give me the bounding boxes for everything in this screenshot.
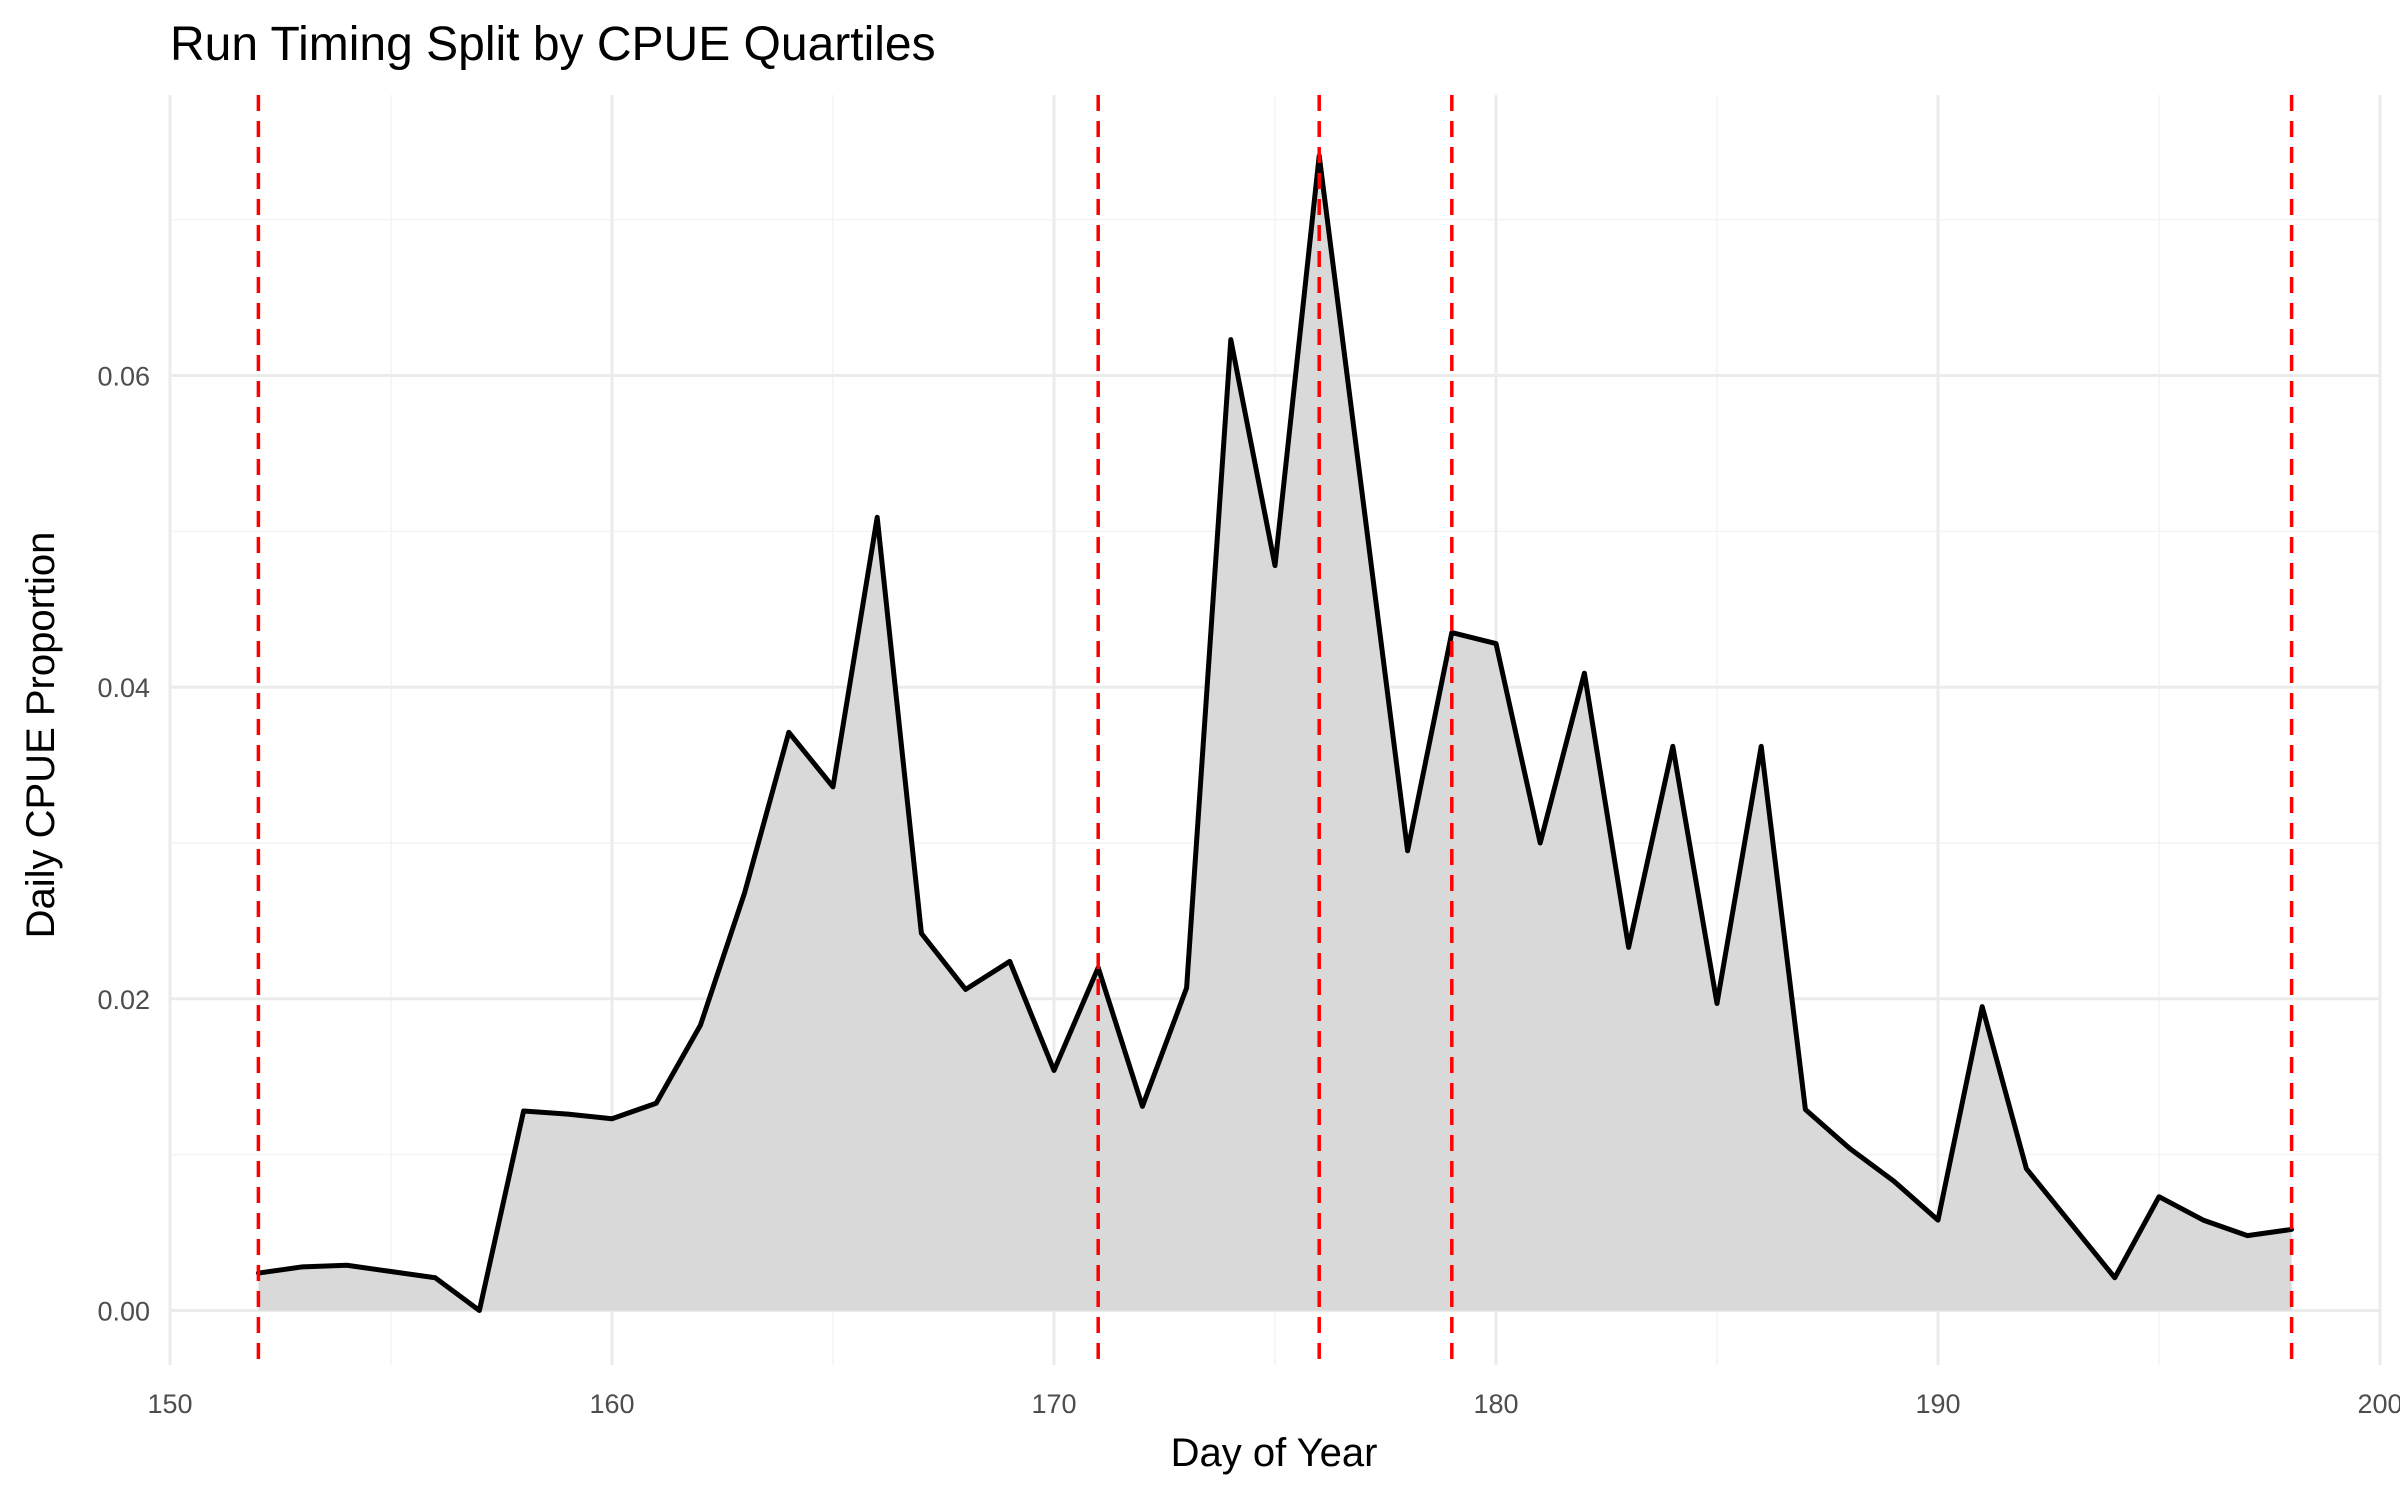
y-axis-tick-labels: 0.00 0.02 0.04 0.06 xyxy=(97,361,150,1326)
y-tick-label: 0.02 xyxy=(97,985,150,1015)
cpue-line xyxy=(255,153,2295,1313)
cpue-area xyxy=(258,155,2292,1311)
y-tick-label: 0.06 xyxy=(97,361,150,391)
y-tick-label: 0.00 xyxy=(97,1296,150,1326)
chart-title: Run Timing Split by CPUE Quartiles xyxy=(170,18,936,71)
x-axis-title: Day of Year xyxy=(1171,1431,1378,1475)
series-line-layer xyxy=(255,153,2295,1313)
y-tick-label: 0.04 xyxy=(97,673,150,703)
x-tick-label: 200 xyxy=(2357,1389,2400,1419)
x-tick-label: 160 xyxy=(589,1389,634,1419)
x-axis-tick-labels: 150 160 170 180 190 200 xyxy=(147,1389,2400,1419)
quartile-lines xyxy=(256,95,2294,1365)
y-axis-title: Daily CPUE Proportion xyxy=(19,532,63,939)
area-layer xyxy=(258,155,2292,1311)
x-tick-label: 170 xyxy=(1031,1389,1076,1419)
x-tick-label: 150 xyxy=(147,1389,192,1419)
x-tick-label: 180 xyxy=(1473,1389,1518,1419)
x-tick-label: 190 xyxy=(1915,1389,1960,1419)
